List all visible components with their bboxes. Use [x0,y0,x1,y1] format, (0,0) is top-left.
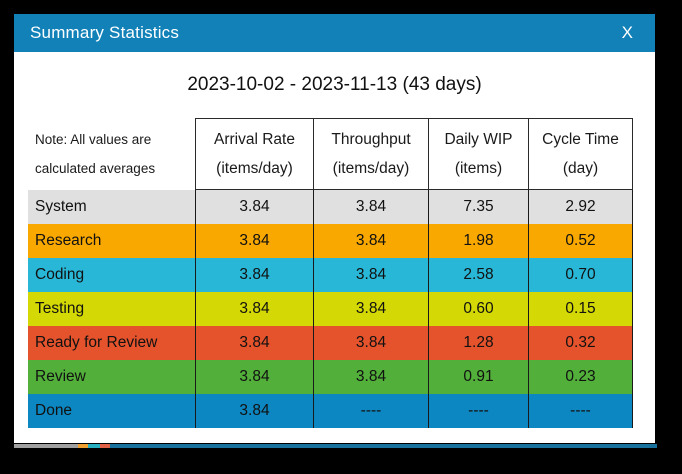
cell-arrival-rate: 3.84 [195,394,313,428]
column-header-arrival-rate: Arrival Rate (items/day) [195,118,313,190]
row-label: Research [35,232,102,249]
cell-daily-wip: 7.35 [428,190,528,224]
column-title: Daily WIP [444,131,513,148]
cell-arrival-rate: 3.84 [195,258,313,292]
cell-throughput: 3.84 [313,190,428,224]
column-unit: (items/day) [216,160,293,177]
cell-cycle-time: ---- [528,394,633,428]
row-label: Done [35,402,73,419]
cell-arrival-rate: 3.84 [195,360,313,394]
row-label: Review [35,368,86,385]
background-strip-segment-blue [110,444,657,448]
dialog-title: Summary Statistics [30,23,180,42]
cell-cycle-time: 0.32 [528,326,633,360]
cell-daily-wip: 1.28 [428,326,528,360]
column-unit: (items) [454,160,503,177]
column-header-cycle-time: Cycle Time (day) [528,118,633,190]
table-row-research: Research 3.84 3.84 1.98 0.52 [28,224,633,258]
background-strip-segment-orange [78,444,88,448]
cell-arrival-rate: 3.84 [195,190,313,224]
cell-daily-wip: 0.60 [428,292,528,326]
table-row-done: Done 3.84 ---- ---- ---- [28,394,633,428]
cell-daily-wip: 2.58 [428,258,528,292]
table-header-row: Note: All values are calculated averages… [28,118,633,190]
cell-throughput: ---- [313,394,428,428]
column-unit: (day) [562,160,599,177]
table-note-line1: Note: All values are [35,132,152,147]
cell-arrival-rate: 3.84 [195,224,313,258]
cell-cycle-time: 0.70 [528,258,633,292]
row-label: Coding [35,266,85,283]
column-header-daily-wip: Daily WIP (items) [428,118,528,190]
title-bar: Summary Statistics X [14,14,655,52]
table-row-system: System 3.84 3.84 7.35 2.92 [28,190,633,224]
cell-throughput: 3.84 [313,224,428,258]
column-unit: (items/day) [332,160,410,177]
cell-cycle-time: 0.15 [528,292,633,326]
cell-cycle-time: 2.92 [528,190,633,224]
table-row-testing: Testing 3.84 3.84 0.60 0.15 [28,292,633,326]
column-header-throughput: Throughput (items/day) [313,118,428,190]
date-range-heading: 2023-10-02 - 2023-11-13 (43 days) [187,74,482,95]
cell-cycle-time: 0.23 [528,360,633,394]
background-window-edge [14,444,657,448]
cell-throughput: 3.84 [313,360,428,394]
column-title: Cycle Time [542,131,619,148]
background-strip-segment-teal [88,444,100,448]
table-note: Note: All values are calculated averages [28,118,195,190]
cell-daily-wip: ---- [428,394,528,428]
summary-table: Note: All values are calculated averages… [28,118,633,428]
table-row-coding: Coding 3.84 3.84 2.58 0.70 [28,258,633,292]
cell-arrival-rate: 3.84 [195,292,313,326]
cell-arrival-rate: 3.84 [195,326,313,360]
column-title: Throughput [331,131,411,148]
background-strip-segment-red [100,444,110,448]
cell-throughput: 3.84 [313,292,428,326]
cell-daily-wip: 0.91 [428,360,528,394]
column-title: Arrival Rate [214,131,295,148]
background-strip-segment-gray [14,444,78,448]
row-label: Ready for Review [35,334,158,351]
row-label: Testing [35,300,85,317]
table-row-review: Review 3.84 3.84 0.91 0.23 [28,360,633,394]
table-row-ready-for-review: Ready for Review 3.84 3.84 1.28 0.32 [28,326,633,360]
table-note-line2: calculated averages [35,161,156,176]
summary-statistics-dialog: Summary Statistics X 2023-10-02 - 2023-1… [14,14,655,443]
cell-daily-wip: 1.98 [428,224,528,258]
cell-throughput: 3.84 [313,258,428,292]
cell-throughput: 3.84 [313,326,428,360]
cell-cycle-time: 0.52 [528,224,633,258]
row-label: System [35,198,87,215]
close-button[interactable]: X [618,21,637,45]
